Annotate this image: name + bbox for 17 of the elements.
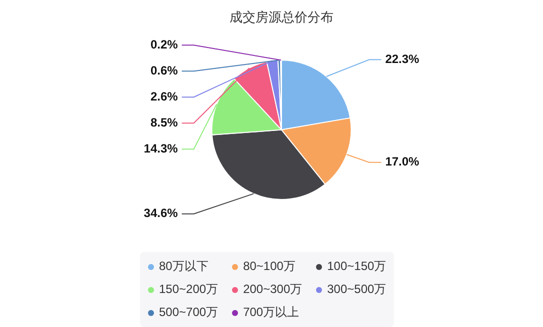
legend-label: 300~500万 [326, 281, 386, 298]
data-label: 0.6% [150, 63, 178, 78]
legend-label: 80~100万 [242, 258, 296, 275]
legend-label: 200~300万 [242, 281, 302, 298]
data-label: 17.0% [385, 154, 420, 169]
legend-label: 500~700万 [158, 304, 218, 321]
legend-label: 150~200万 [158, 281, 218, 298]
legend-label: 100~150万 [326, 258, 386, 275]
chart-title: 成交房源总价分布 [230, 9, 334, 24]
data-label: 8.5% [150, 115, 178, 130]
data-label: 2.6% [150, 89, 178, 104]
data-label: 22.3% [385, 52, 420, 66]
legend-label: 80万以下 [158, 258, 210, 275]
legend-label: 700万以上 [242, 304, 300, 321]
data-label: 34.6% [144, 206, 178, 220]
data-label: 0.2% [150, 37, 178, 52]
data-label: 14.3% [144, 141, 178, 156]
